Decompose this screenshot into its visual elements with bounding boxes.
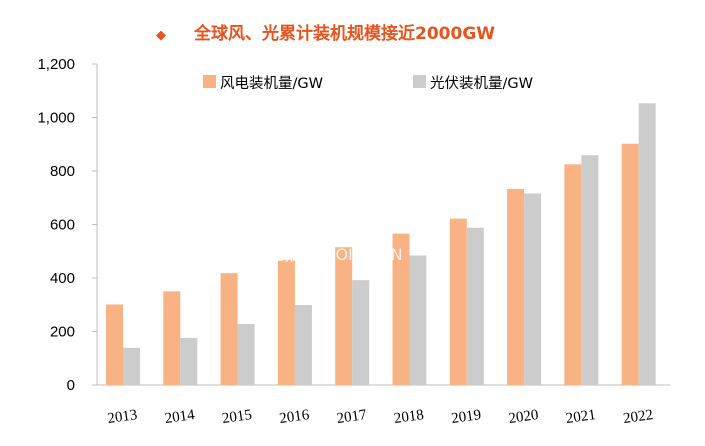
bar-solar-2013 [123,347,140,385]
bar-solar-2019 [466,227,484,385]
bar-wind-2014 [163,291,181,385]
bar-wind-2016 [277,259,295,385]
y-tick-label: 1,000 [37,110,75,127]
watermark-main-text: 并购家 [300,195,402,235]
bar-solar-2021 [581,155,599,385]
x-tick-label: 2014 [164,407,196,427]
x-tick-label: 2013 [106,407,138,427]
bar-solar-2015 [237,324,255,385]
x-axis-ticks: 2013 2014 2015 2016 2017 2018 2019 2020 2021 2022 [106,407,654,427]
bar-wind-2017 [335,247,353,385]
chart-title: ◆ 全球风、光累计装机规模接近2000GW [156,23,495,44]
x-tick-label: 2020 [508,407,540,427]
chart-title-text: 全球风、光累计装机规模接近2000GW [193,23,495,44]
x-tick-label: 2019 [450,407,482,427]
bar-wind-2015 [220,273,238,385]
legend-label-wind: 风电装机量/GW [220,75,323,92]
bar-wind-2022 [621,143,639,385]
y-tick-label: 0 [67,377,75,394]
x-tick-label: 2017 [336,407,368,427]
y-tick-label: 1,200 [37,56,75,73]
watermark-sub-text: 行业报告 IPOIPO.CN [252,245,403,264]
x-tick-label: 2018 [393,407,425,427]
bar-solar-2017 [352,280,370,385]
bar-wind-2020 [507,188,525,385]
bar-solar-2018 [409,255,427,385]
y-axis-ticks: 0 200 400 600 800 1,000 1,200 [37,56,97,394]
bar-solar-2020 [524,193,542,385]
bar-wind-2019 [449,218,467,385]
bar-solar-2014 [180,337,198,385]
y-tick-label: 400 [50,270,75,287]
x-tick-label: 2015 [221,407,253,427]
y-tick-label: 600 [50,217,75,234]
y-tick-label: 200 [50,324,75,341]
bar-wind-2013 [106,304,123,385]
watermark-logo-icon [249,189,294,225]
x-tick-label: 2022 [622,407,654,427]
x-tick-label: 2016 [278,407,310,427]
title-bullet-icon: ◆ [156,28,166,43]
legend-swatch-wind [203,75,216,88]
bar-solar-2016 [294,305,312,385]
legend-swatch-solar [413,75,426,88]
y-tick-label: 800 [50,163,75,180]
watermark: 并购家 行业报告 IPOIPO.CN [249,189,403,264]
bar-solar-2022 [638,103,656,385]
x-tick-label: 2021 [565,407,597,427]
legend-label-solar: 光伏装机量/GW [430,75,533,92]
legend: 风电装机量/GW 光伏装机量/GW [203,75,533,92]
bars [106,103,656,385]
bar-wind-2018 [392,233,410,385]
bar-wind-2021 [564,164,582,385]
